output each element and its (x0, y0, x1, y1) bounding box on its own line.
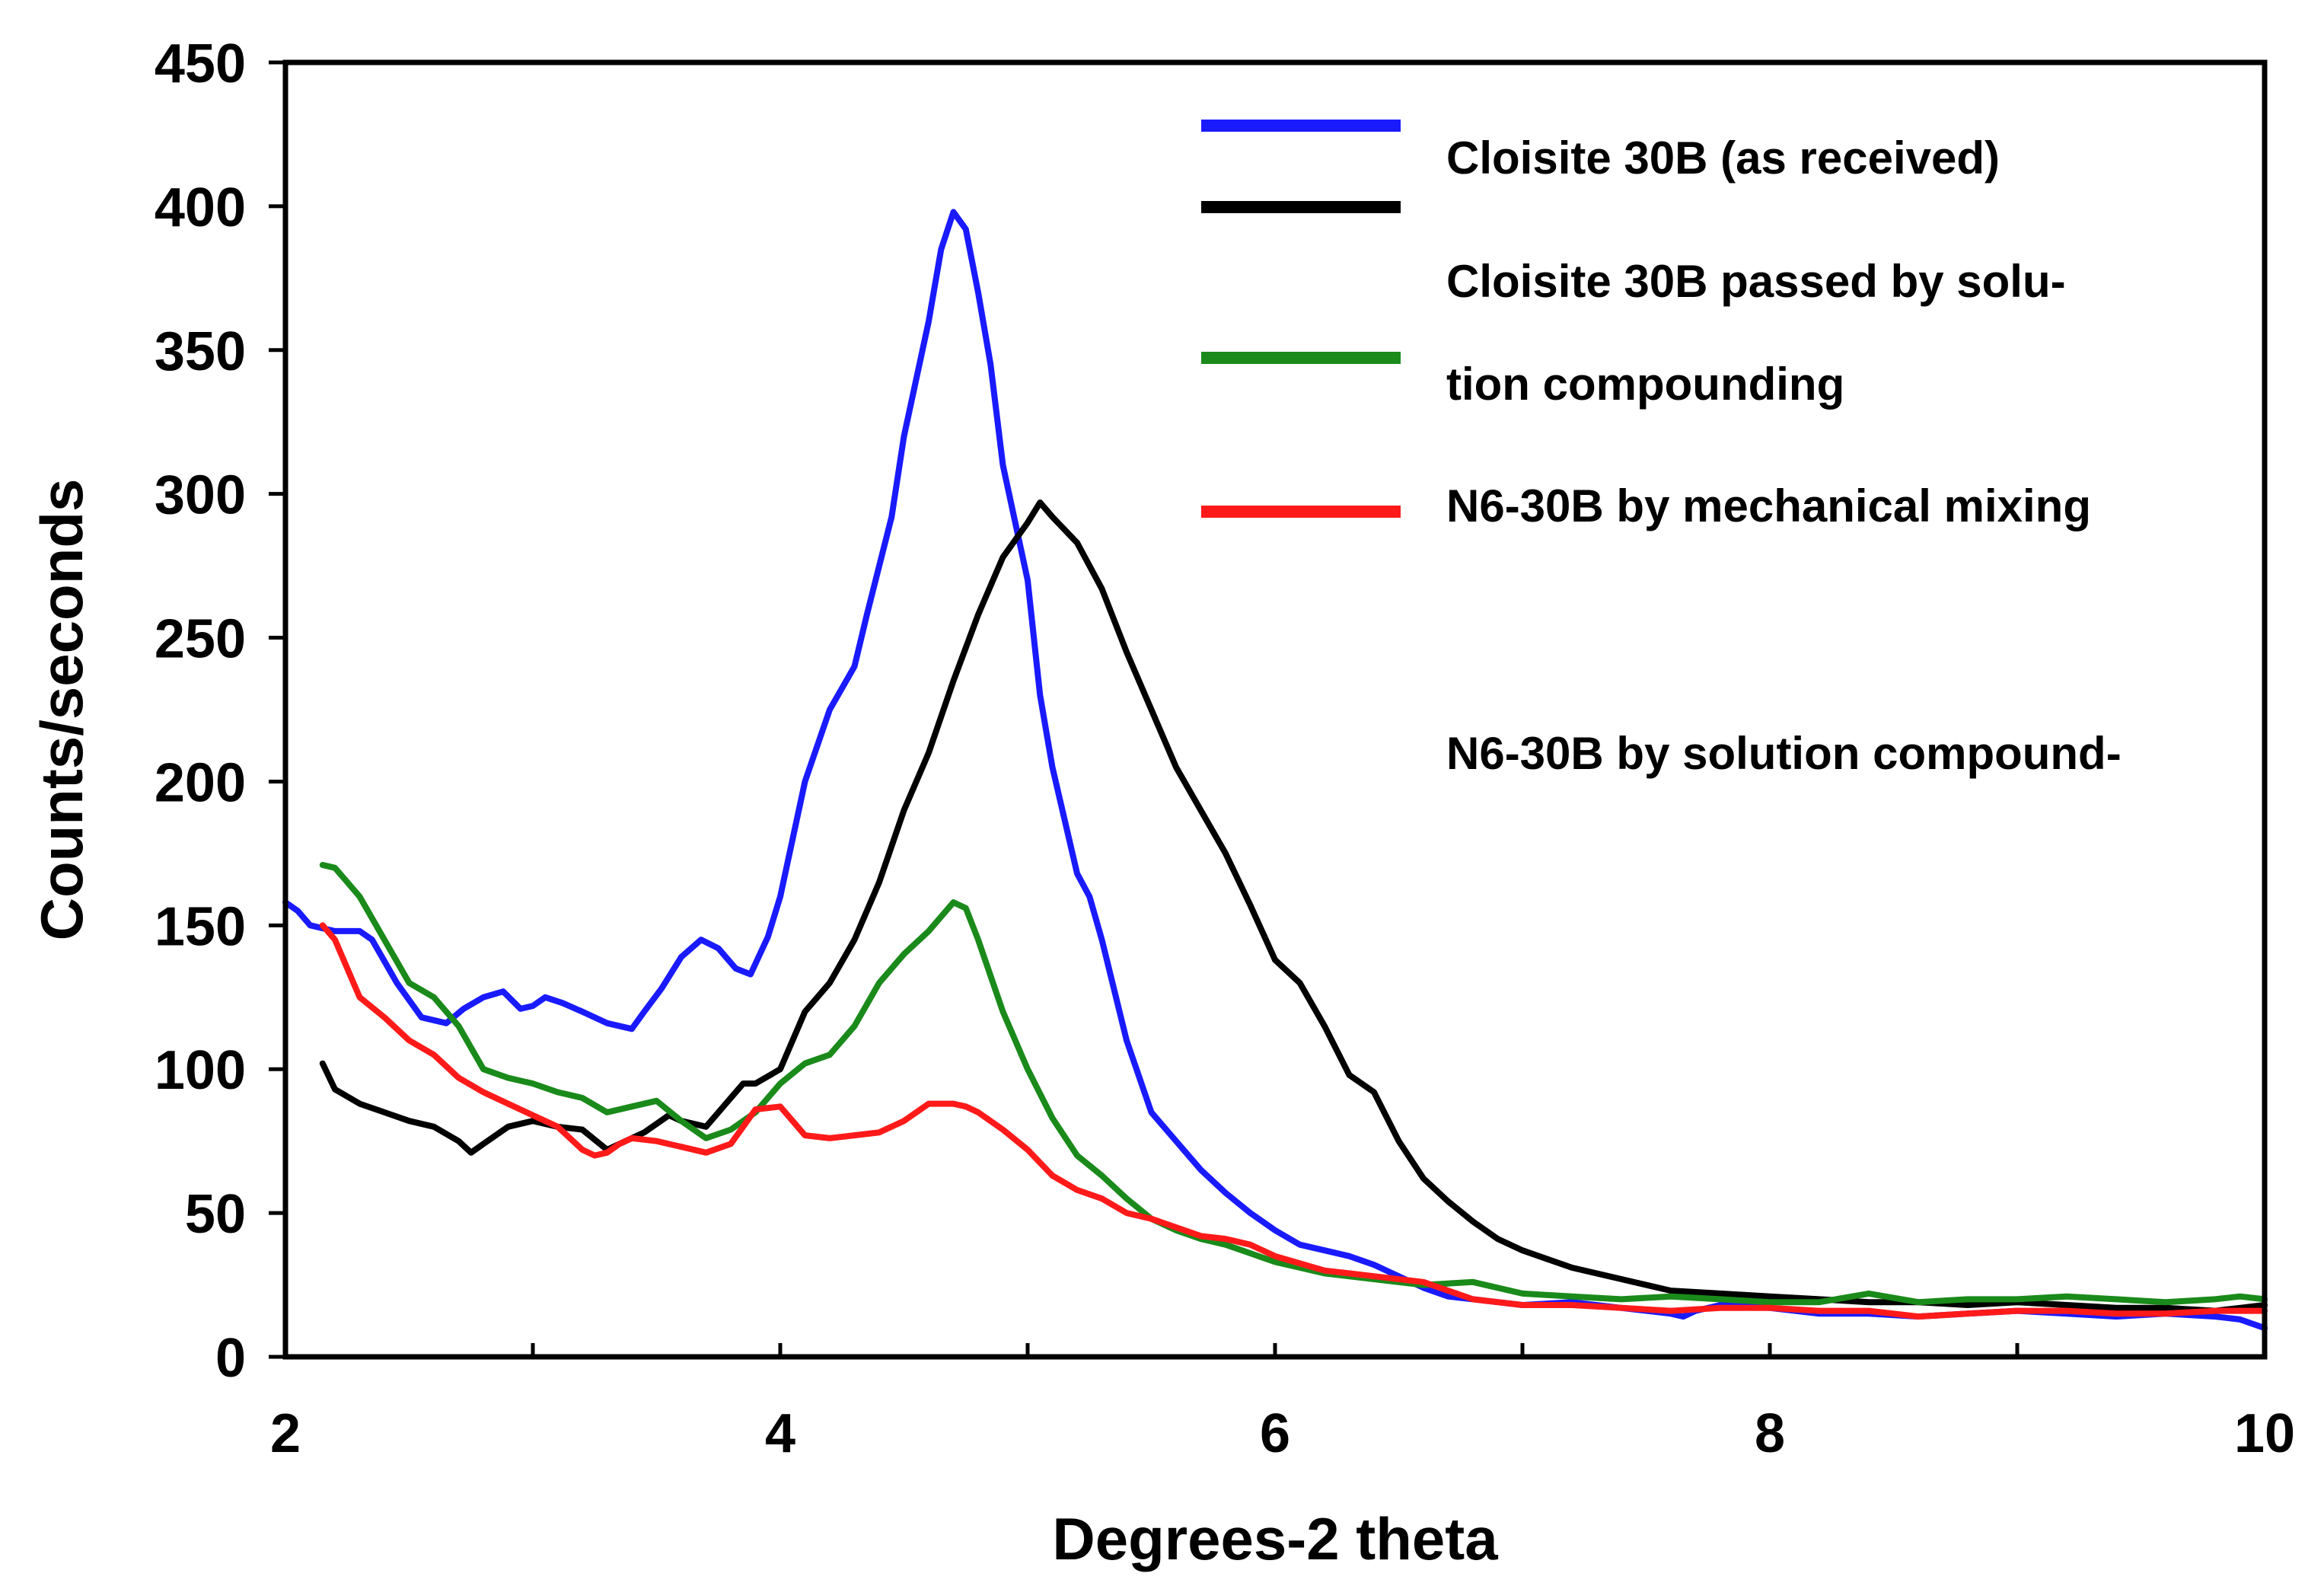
series-line-1 (282, 209, 2268, 1332)
y-tick-label: 150 (155, 896, 246, 957)
x-tick-label: 10 (2234, 1403, 2295, 1464)
legend-label-cloisite-30b: Cloisite 30B (as received) (1446, 132, 2000, 183)
y-tick-label: 250 (155, 609, 246, 670)
y-tick-label: 200 (155, 752, 246, 813)
y-tick-label: 350 (155, 321, 246, 382)
tick-layer: 0 50 100 150 200 250 300 350 400 450 2 4 6 8 10 (155, 34, 2295, 1464)
x-tick-label: 2 (270, 1403, 301, 1464)
y-axis-title: Counts/seconds (28, 479, 95, 941)
legend: Cloisite 30B (as received) Cloisite 30B … (1201, 120, 2122, 779)
y-tick-label: 300 (155, 465, 246, 526)
series-layer (282, 209, 2268, 1332)
series-line-3 (319, 862, 2268, 1306)
x-tick-label: 6 (1260, 1403, 1290, 1464)
y-tick-label: 450 (155, 34, 246, 94)
x-tick-label: 4 (765, 1403, 795, 1464)
legend-label-n6-30b-solution: N6-30B by solution compound- (1446, 728, 2122, 779)
y-tick-label: 50 (185, 1184, 246, 1245)
x-axis-title: Degrees-2 theta (1052, 1505, 1498, 1572)
legend-label-cloisite-30b-solution-line2: tion compounding (1446, 359, 1844, 410)
series-line-4 (319, 922, 2268, 1320)
series-line-2 (319, 499, 2268, 1314)
y-tick-label: 100 (155, 1040, 246, 1101)
y-tick-label: 400 (155, 177, 246, 238)
y-tick-label: 0 (215, 1328, 246, 1389)
legend-label-cloisite-30b-solution-line1: Cloisite 30B passed by solu- (1446, 256, 2066, 307)
legend-label-n6-30b-mechanical: N6-30B by mechanical mixing (1446, 480, 2091, 531)
x-tick-label: 8 (1755, 1403, 1785, 1464)
